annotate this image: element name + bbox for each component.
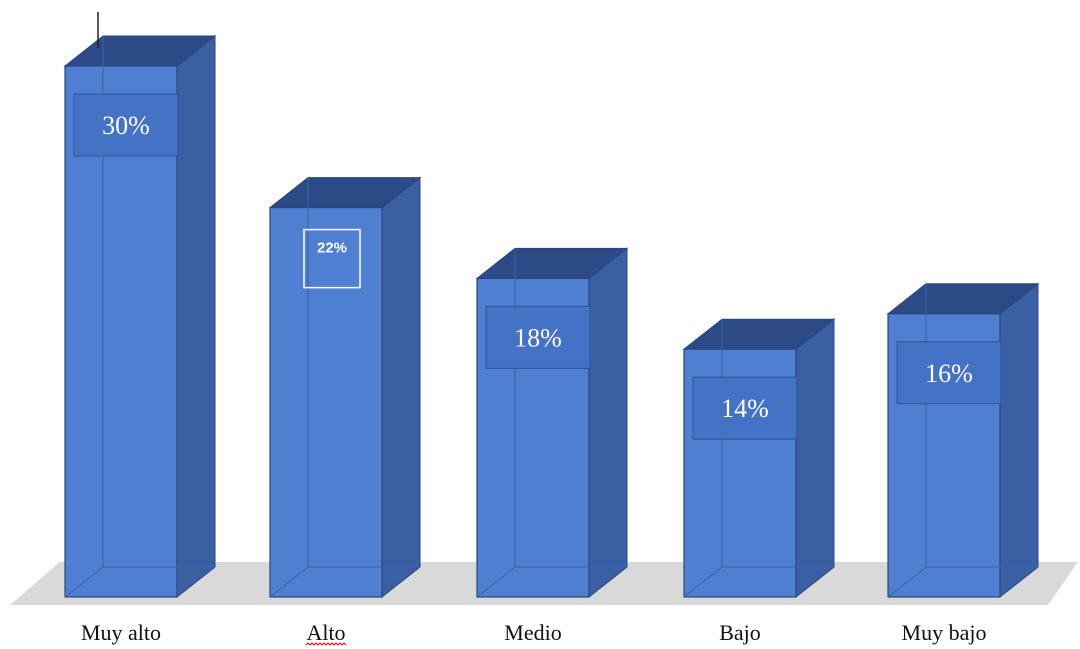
- bar-3: 14%: [682, 318, 836, 599]
- category-label: Muy bajo: [902, 620, 987, 645]
- category-label: Medio: [504, 620, 561, 645]
- data-label: 14%: [721, 394, 769, 423]
- bar-1: 22%: [268, 176, 422, 599]
- bar-back-edge: [887, 566, 927, 598]
- data-label: 30%: [102, 111, 150, 140]
- bar-back-edge: [269, 566, 309, 598]
- category-labels-group: Muy alto Alto Medio Bajo Muy bajo: [81, 620, 987, 646]
- bar-back-edge: [683, 566, 723, 598]
- category-label: Muy alto: [81, 620, 161, 645]
- data-label-box: [896, 341, 1002, 405]
- bar-4: 16%: [886, 282, 1040, 599]
- bar-back-edge: [64, 566, 104, 598]
- data-label: 18%: [514, 323, 562, 352]
- bar-side-face: [999, 282, 1039, 599]
- data-label-box: [485, 305, 591, 369]
- data-label: 22%: [317, 240, 347, 257]
- data-label-box: [692, 376, 798, 440]
- bar-2: 18%: [475, 247, 629, 599]
- category-label: Alto: [306, 620, 345, 645]
- data-label-box: [303, 228, 361, 289]
- bar-side-face: [176, 34, 216, 599]
- bar-side-face: [588, 247, 628, 599]
- category-label: Bajo: [719, 620, 761, 645]
- bars-group: 30% 22% 18% 14% 16%: [63, 34, 1040, 599]
- spellcheck-squiggle: [305, 642, 347, 646]
- bar-0: 30%: [63, 34, 217, 599]
- bar-side-face: [381, 176, 421, 599]
- data-label-box: [73, 93, 179, 157]
- bar-side-face: [795, 318, 835, 599]
- bar-back-edge: [476, 566, 516, 598]
- bar-front-face: [269, 207, 383, 598]
- data-label: 16%: [925, 359, 973, 388]
